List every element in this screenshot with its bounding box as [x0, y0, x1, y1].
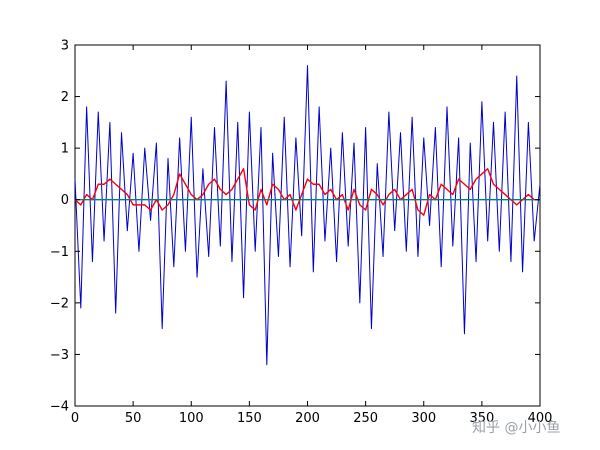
x-tick-label: 350: [469, 411, 494, 426]
y-tick-label: 0: [61, 193, 69, 208]
y-tick-label: 2: [61, 90, 69, 105]
x-tick-label: 0: [71, 411, 79, 426]
x-tick-label: 400: [528, 411, 553, 426]
x-tick-label: 250: [353, 411, 378, 426]
x-tick-label: 150: [237, 411, 262, 426]
y-tick-label: 3: [61, 39, 69, 54]
y-tick-label: −1: [50, 245, 69, 260]
y-tick-label: −3: [50, 348, 69, 363]
y-tick-label: 1: [61, 142, 69, 157]
plot-area: [74, 44, 541, 407]
x-tick-label: 200: [295, 411, 320, 426]
watermark: 知乎 @小小鱼: [472, 419, 560, 436]
x-tick-label: 100: [179, 411, 204, 426]
series-layer: [74, 65, 541, 366]
x-tick-label: 300: [411, 411, 436, 426]
x-tick-label: 50: [125, 411, 142, 426]
series-line-2: [74, 168, 540, 216]
y-tick-label: −4: [50, 400, 69, 415]
ticks-layer: 0 50 100 150 200 250 300 350 400 −4 −3 −2 −1 0 1 2 3: [50, 39, 553, 427]
y-tick-label: −2: [50, 296, 69, 311]
series-line-1: [74, 65, 541, 366]
